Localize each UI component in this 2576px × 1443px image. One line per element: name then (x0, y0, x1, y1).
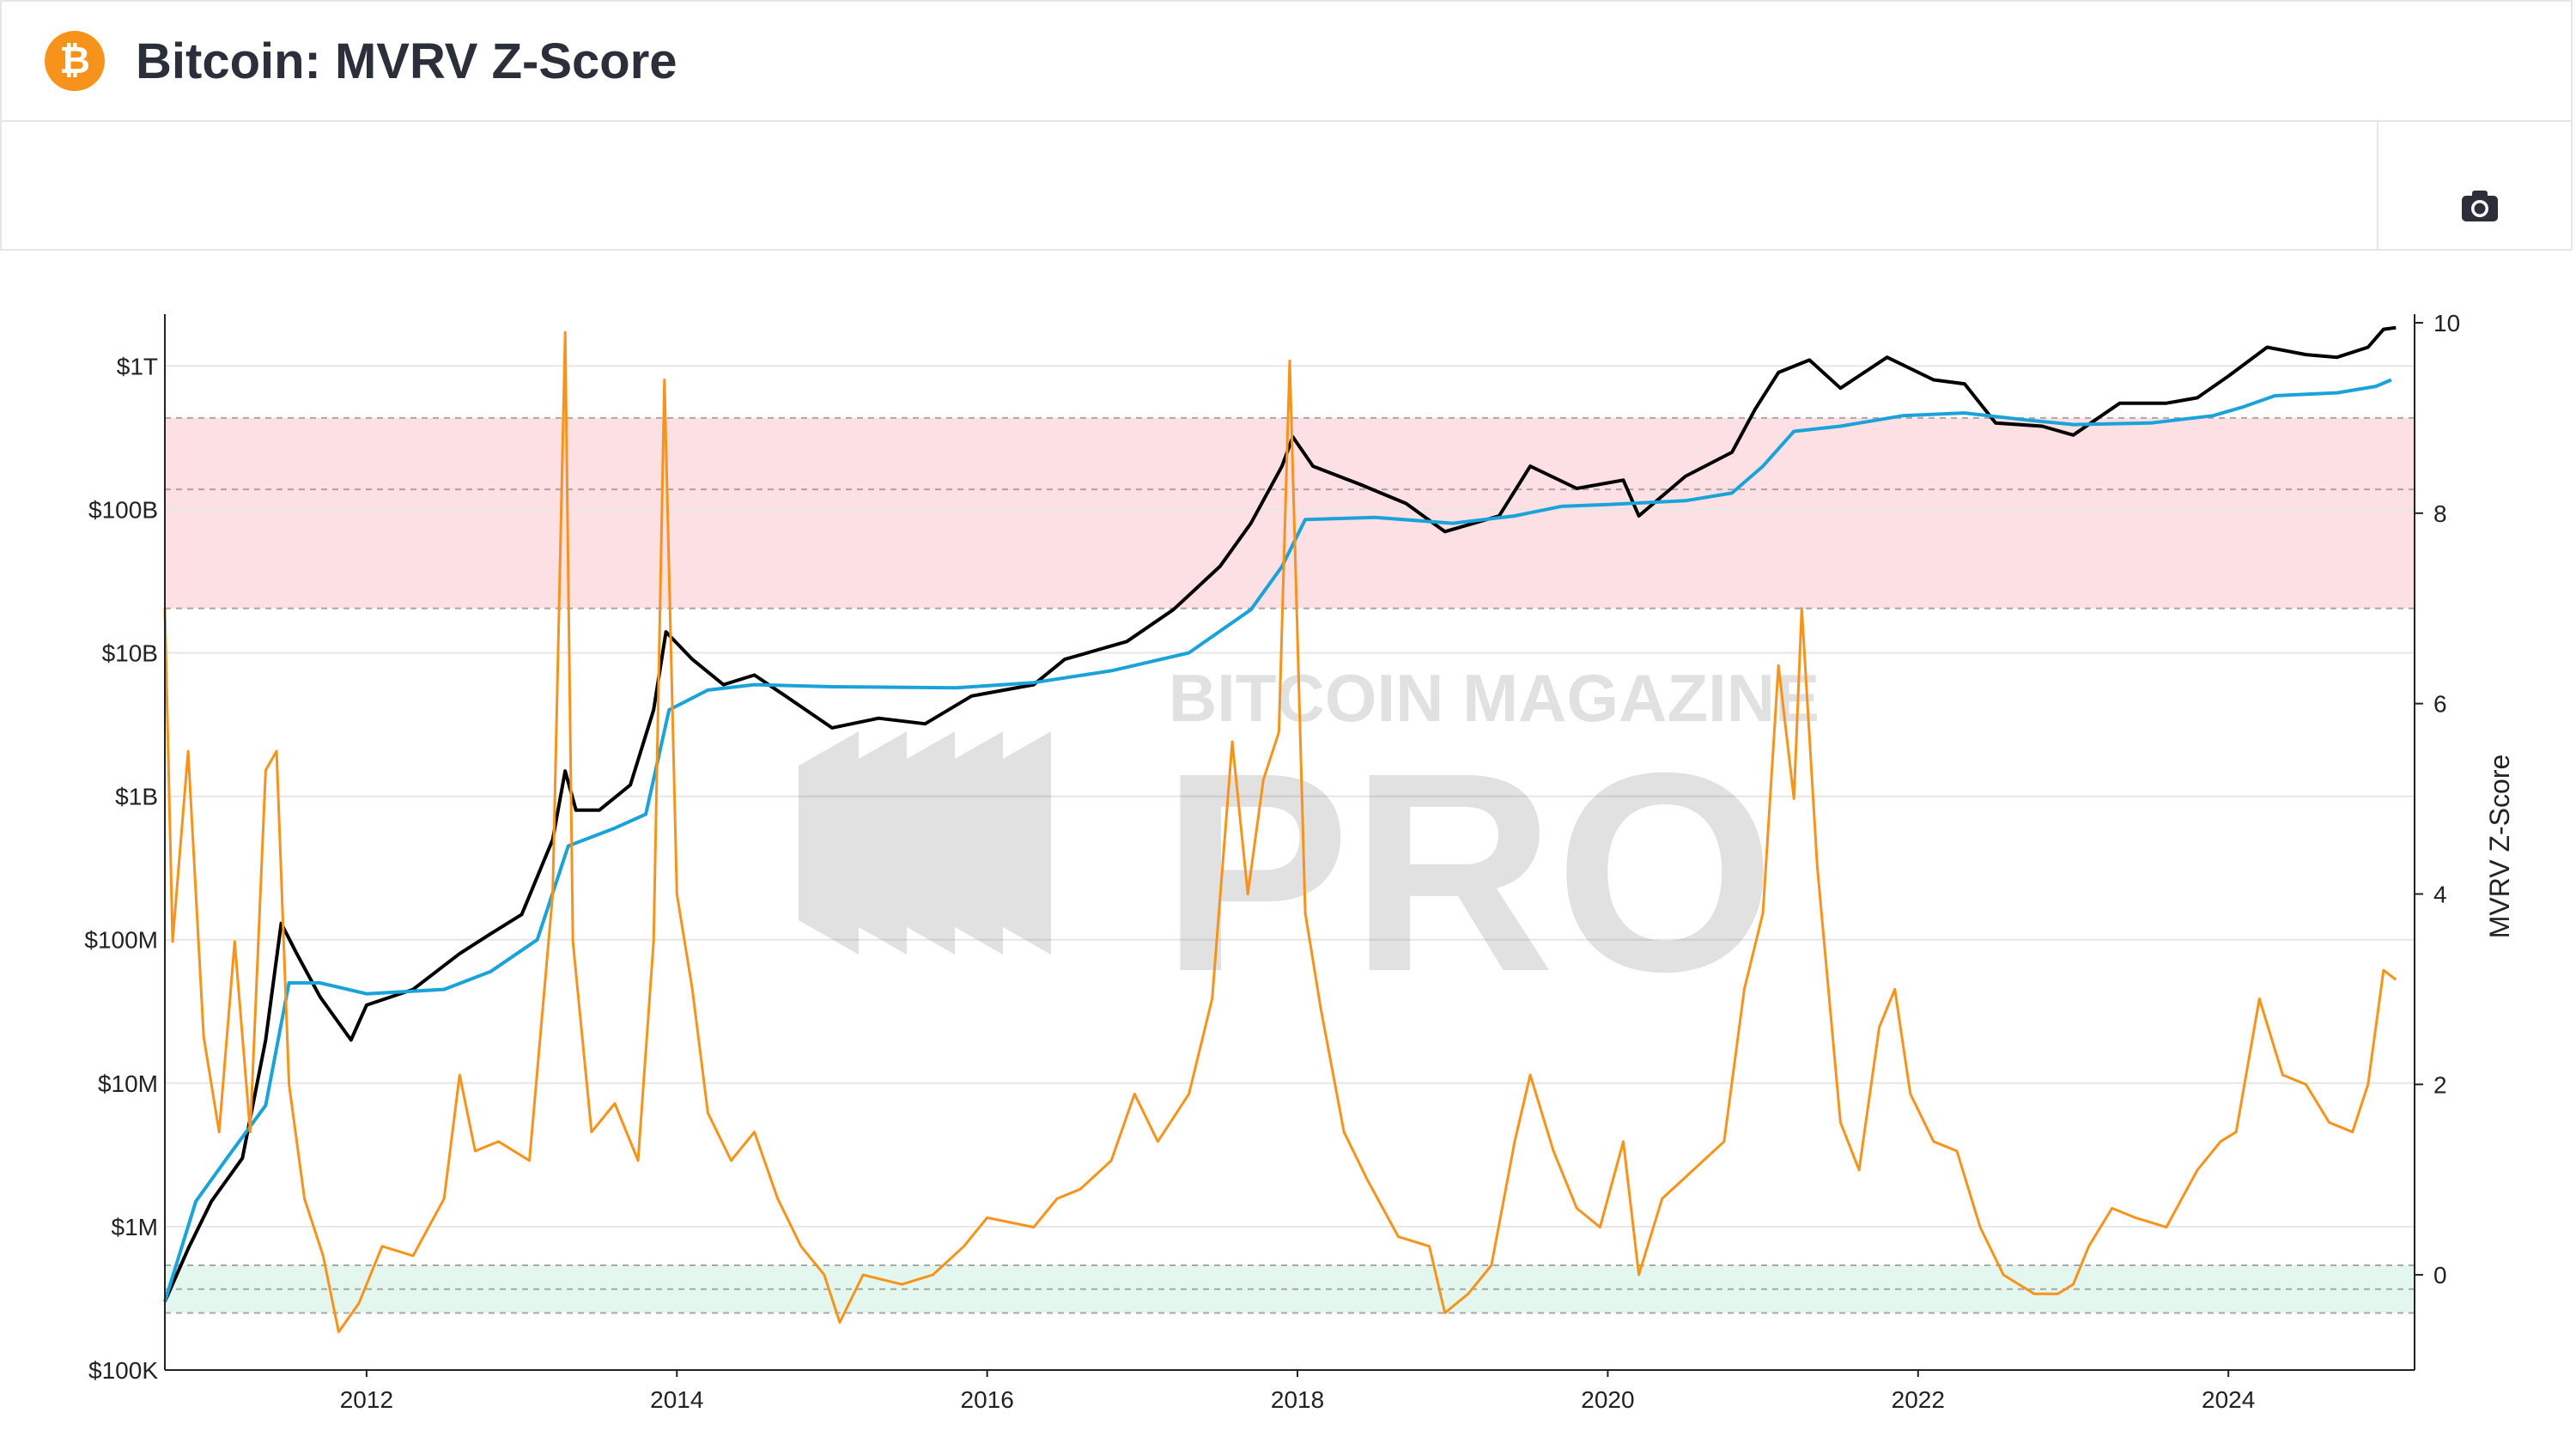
x-tick-label: 2020 (1581, 1386, 1634, 1413)
page-header: ₿ Bitcoin: MVRV Z-Score (0, 0, 2573, 120)
price-line (163, 325, 2397, 1303)
watermark-line2: PRO (1161, 713, 1775, 1030)
y-right-tick-label: 0 (2433, 1262, 2447, 1288)
x-tick-label: 2022 (1892, 1386, 1945, 1413)
chart-area: BITCOIN MAGAZINE PRO $100K $1M $10M $100M $1B $… (0, 251, 2576, 1439)
watermark-logo-bar (847, 731, 907, 955)
y-right-tick-label: 10 (2433, 310, 2460, 336)
y-left-tick-label: $1M (112, 1214, 158, 1240)
realized-line (163, 378, 2392, 1302)
bitcoin-icon: ₿ (45, 31, 105, 91)
watermark-logo-bar (943, 731, 1003, 955)
y-right-tick-label: 8 (2433, 500, 2447, 527)
undervalued-zone (165, 1265, 2415, 1313)
x-tick-label: 2024 (2202, 1386, 2255, 1413)
y-right-axis-title: MVRV Z-Score (2484, 755, 2515, 939)
watermark-logo-bar (895, 731, 955, 955)
watermark-logo-bar (799, 731, 859, 955)
y-left-tick-label: $100B (88, 496, 158, 523)
toolbar-divider (2377, 122, 2379, 249)
watermark-line1: BITCOIN MAGAZINE (1169, 660, 1820, 736)
y-right-tick-label: 6 (2433, 691, 2447, 718)
y-left-tick-label: $10M (98, 1070, 158, 1097)
camera-icon[interactable] (2459, 185, 2500, 227)
x-tick-label: 2012 (340, 1386, 393, 1413)
y-right-tick-label: 4 (2433, 881, 2447, 907)
y-left-tick-label: $100K (88, 1357, 158, 1384)
x-tick-label: 2016 (961, 1386, 1014, 1413)
page-title: Bitcoin: MVRV Z-Score (136, 33, 677, 89)
chart-toolbar (0, 120, 2573, 251)
y-right-tick-label: 2 (2433, 1071, 2447, 1098)
x-tick-label: 2014 (650, 1386, 703, 1413)
y-left-tick-label: $10B (102, 640, 158, 667)
y-left-tick-label: $1T (117, 353, 158, 379)
y-left-tick-label: $100M (84, 927, 158, 954)
zscore-line (163, 330, 2397, 1334)
y-left-tick-label: $1B (115, 784, 158, 810)
watermark-logo-bar (991, 731, 1051, 955)
x-tick-label: 2018 (1271, 1386, 1324, 1413)
